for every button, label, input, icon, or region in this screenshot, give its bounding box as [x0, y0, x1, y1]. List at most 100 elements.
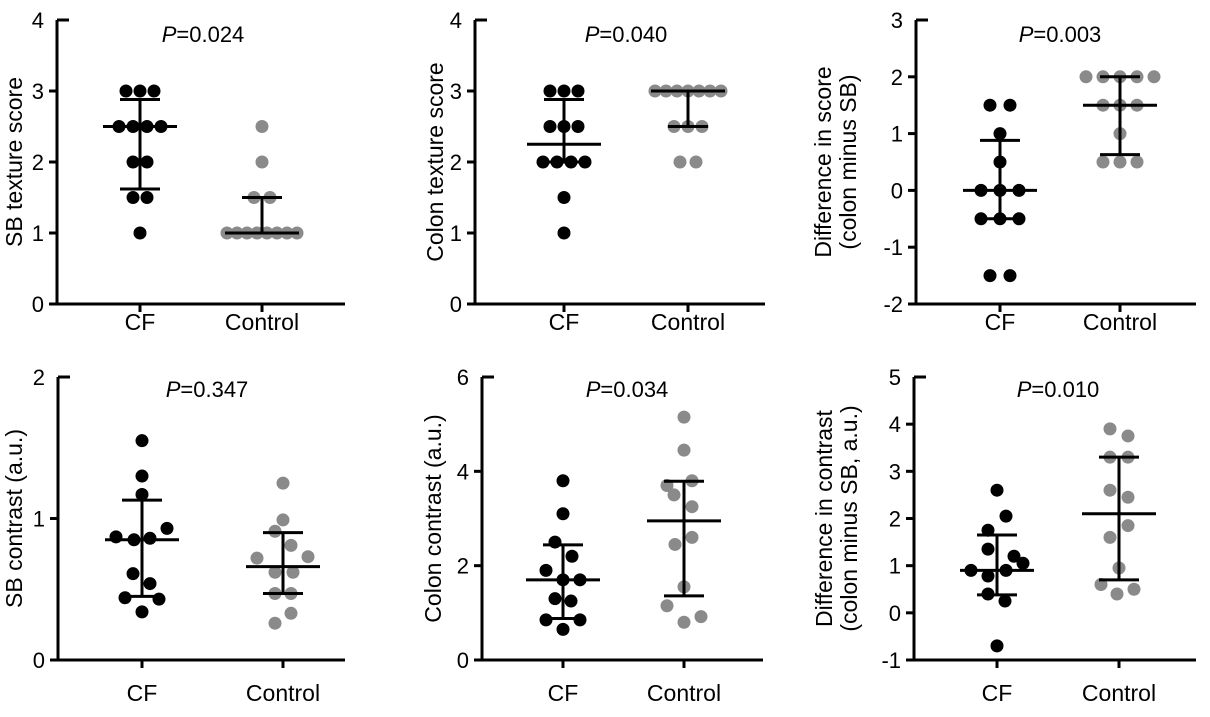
data-point-cf [543, 84, 557, 98]
data-point-cf [133, 226, 147, 240]
y-tick-label: 1 [32, 221, 44, 246]
data-point-control [250, 551, 264, 565]
y-axis-title: (colon minus SB, a.u.) [836, 405, 862, 631]
data-point-control [1121, 490, 1135, 504]
data-point-control [276, 476, 290, 490]
y-tick-label: 4 [457, 459, 469, 484]
y-axis-title: SB contrast (a.u.) [1, 429, 27, 608]
data-point-cf [990, 483, 1004, 497]
y-tick-label: 0 [457, 648, 469, 673]
category-label-cf: CF [548, 680, 579, 706]
y-tick-label: 1 [33, 507, 45, 532]
panel-colon-texture-score: 0 1 2 3 4 CF Control P=0.040 Colon texture score [403, 0, 806, 345]
y-axis-title: SB texture score [1, 77, 27, 247]
data-point-control [268, 616, 282, 630]
category-label-control: Control [651, 309, 725, 335]
data-point-cf [152, 592, 166, 606]
data-point-control [689, 155, 703, 169]
chart-difference-in-contrast: -1 0 1 2 3 4 5 CF Control P=0.010 Difference in co… [811, 365, 1196, 706]
y-tick-label: 4 [889, 412, 901, 437]
y-tick-label: 2 [889, 507, 901, 532]
data-point-control [286, 565, 300, 579]
y-tick-label: 2 [32, 150, 44, 175]
y-tick-label: 0 [889, 601, 901, 626]
data-point-cf [990, 639, 1004, 653]
y-tick-label: 0 [891, 178, 903, 203]
panel-sb-contrast: 0 1 2 CF Control P=0.347 SB contrast (a.u.) [0, 345, 403, 717]
y-tick-label: 2 [33, 365, 45, 390]
y-tick-label: -1 [881, 648, 901, 673]
data-point-cf [1003, 269, 1017, 283]
data-point-control [668, 537, 682, 551]
category-label-control: Control [647, 680, 721, 706]
data-point-control [1096, 155, 1110, 169]
data-point-cf [981, 542, 995, 556]
data-point-control [276, 513, 290, 527]
category-label-control: Control [225, 309, 299, 335]
y-axis-title: Colon texture score [422, 62, 448, 261]
data-point-cf [571, 84, 585, 98]
y-tick-label: 3 [891, 8, 903, 33]
panel-difference-in-score: -2 -1 0 1 2 3 CF Control P=0.003 Difference in sc… [806, 0, 1209, 345]
chart-colon-texture-score: 0 1 2 3 4 CF Control P=0.040 Colon texture score [422, 8, 765, 335]
category-label-cf: CF [982, 680, 1013, 706]
data-point-control [1121, 429, 1135, 443]
y-axis-title: Difference in contrast [811, 409, 837, 627]
chart-sb-contrast: 0 1 2 CF Control P=0.347 SB contrast (a.u.) [1, 365, 345, 706]
y-axis-title: (colon minus SB) [835, 74, 861, 249]
data-point-control [667, 488, 681, 502]
data-point-cf [160, 521, 174, 535]
data-point-control [1113, 155, 1127, 169]
category-label-control: Control [1083, 309, 1157, 335]
data-point-control [301, 550, 315, 564]
y-tick-label: 2 [891, 65, 903, 90]
y-tick-label: 0 [32, 292, 44, 317]
data-point-control [660, 599, 674, 613]
data-point-cf [135, 605, 149, 619]
data-point-control [677, 615, 691, 629]
data-point-cf [126, 191, 140, 204]
data-point-control [685, 530, 699, 544]
y-tick-label: 3 [450, 79, 462, 104]
data-point-cf [571, 120, 585, 133]
data-point-cf [548, 535, 562, 549]
data-point-control [685, 500, 699, 514]
y-tick-label: 0 [33, 648, 45, 673]
data-point-control [268, 565, 282, 579]
p-value-label: P=0.003 [1019, 22, 1102, 47]
data-point-cf [126, 567, 140, 581]
data-point-control [677, 443, 691, 457]
y-tick-label: 3 [32, 79, 44, 104]
y-tick-label: -1 [883, 235, 903, 260]
panel-sb-texture-score: 0 1 2 3 4 CF Control P=0.024 SB texture score [0, 0, 403, 345]
data-point-cf [1016, 556, 1030, 570]
p-value-label: P=0.040 [585, 22, 668, 47]
data-point-cf [578, 155, 592, 169]
category-label-control: Control [1082, 680, 1156, 706]
y-tick-label: 0 [450, 292, 462, 317]
data-point-cf [556, 474, 570, 488]
y-tick-label: 5 [889, 365, 901, 390]
data-point-cf [998, 594, 1012, 608]
data-point-cf [536, 155, 550, 169]
data-point-control [1103, 483, 1117, 497]
data-point-control [1079, 70, 1093, 84]
panel-difference-in-contrast: -1 0 1 2 3 4 5 CF Control P=0.010 Difference in co… [806, 345, 1209, 717]
data-point-cf [548, 592, 562, 606]
p-value-label: P=0.010 [1017, 377, 1100, 402]
data-point-cf [143, 577, 157, 591]
data-point-control [1127, 582, 1141, 596]
data-point-cf [1003, 98, 1017, 112]
data-point-cf [556, 622, 570, 636]
data-point-cf [557, 226, 571, 240]
y-tick-label: 2 [457, 554, 469, 579]
category-label-cf: CF [127, 680, 158, 706]
y-tick-label: 4 [450, 8, 462, 33]
category-label-control: Control [246, 680, 320, 706]
y-tick-label: 1 [891, 122, 903, 147]
data-point-cf [135, 434, 149, 448]
data-point-cf [140, 155, 154, 169]
data-point-cf [993, 127, 1007, 141]
p-value-label: P=0.024 [162, 22, 245, 47]
